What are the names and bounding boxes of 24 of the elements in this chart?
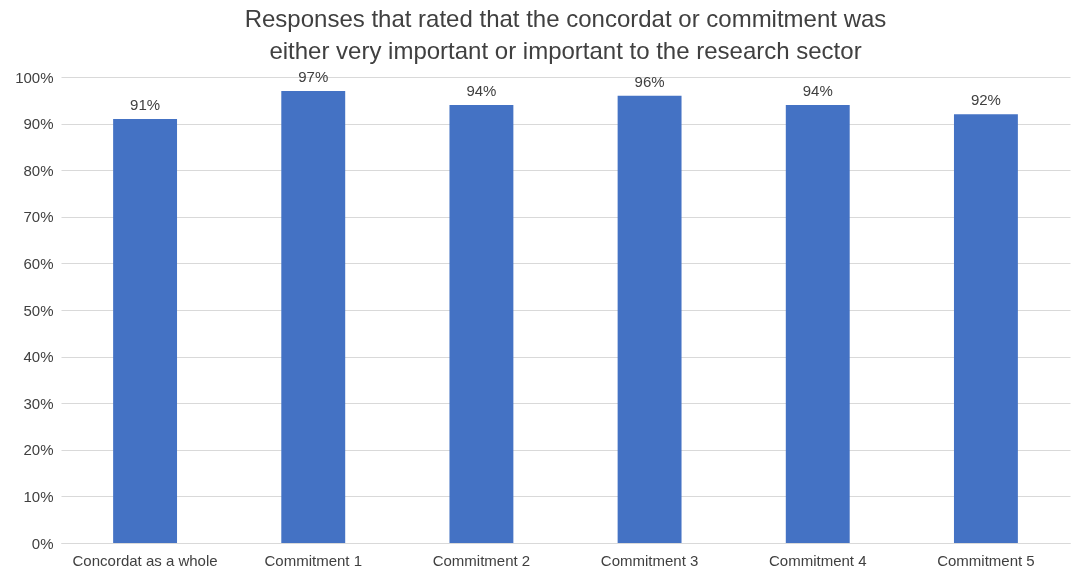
data-label: 94% — [802, 81, 833, 99]
data-label: 91% — [130, 95, 161, 113]
x-tick-label: Commitment 5 — [937, 551, 1035, 569]
data-label: 94% — [466, 81, 497, 99]
data-label: 96% — [634, 72, 665, 90]
y-tick-label: 30% — [23, 394, 54, 412]
y-tick-label: 0% — [31, 534, 54, 552]
x-tick-label: Commitment 1 — [264, 551, 363, 569]
y-tick-label: 80% — [23, 161, 54, 179]
y-tick-label: 70% — [23, 208, 54, 226]
data-label: 92% — [970, 91, 1001, 109]
y-tick-label: 90% — [23, 115, 54, 133]
x-tick-label: Commitment 4 — [768, 551, 867, 569]
y-tick-label: 100% — [15, 68, 54, 86]
y-tick-label: 60% — [23, 254, 54, 272]
data-label: 97% — [298, 67, 329, 85]
y-tick-label: 50% — [23, 301, 54, 319]
x-tick-label: Concordat as a whole — [72, 551, 218, 569]
y-tick-label: 40% — [23, 348, 54, 366]
chart-title: Responses that rated that the concordat or commitment was either very important or important to the research sector — [244, 4, 887, 64]
x-tick-label: Commitment 3 — [600, 551, 699, 569]
x-tick-label: Commitment 2 — [432, 551, 531, 569]
y-tick-label: 20% — [23, 441, 54, 459]
y-tick-label: 10% — [23, 487, 54, 505]
